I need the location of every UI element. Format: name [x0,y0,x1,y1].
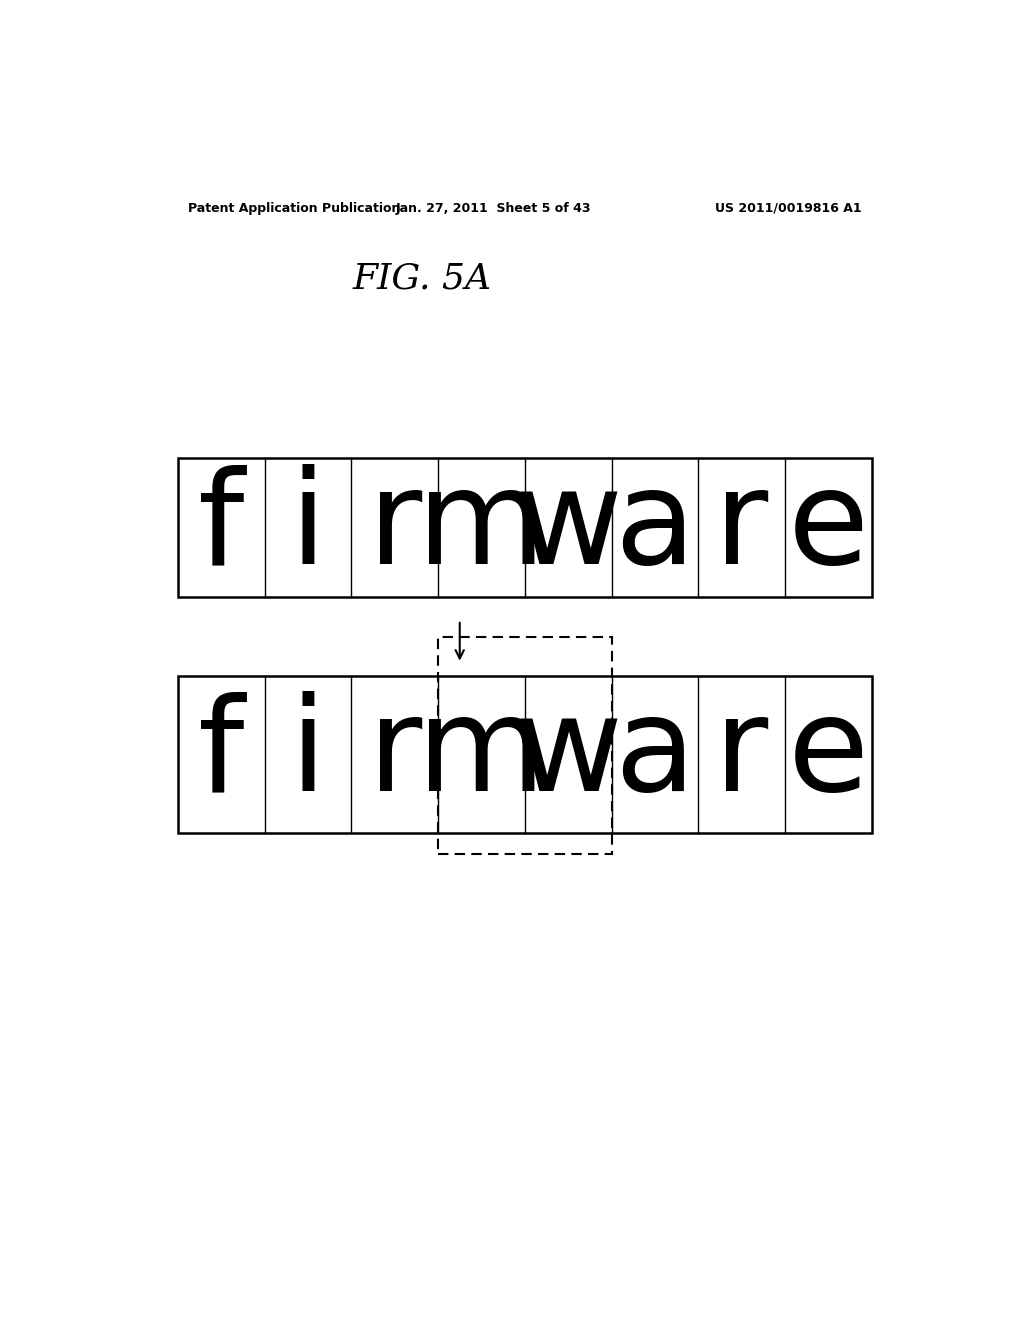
Bar [178,676,871,833]
Text: r: r [368,690,422,818]
Text: i: i [290,690,327,818]
Text: r: r [368,465,422,591]
Text: US 2011/0019816 A1: US 2011/0019816 A1 [716,202,862,215]
Text: f: f [198,690,245,818]
Text: r: r [715,465,769,591]
Text: w: w [514,465,623,591]
Bar [178,458,871,598]
Text: e: e [787,690,868,818]
Text: f: f [198,465,245,591]
Text: a: a [614,690,695,818]
Text: r: r [715,690,769,818]
Text: FIG. 5A: FIG. 5A [352,261,492,296]
Bar [438,638,611,854]
Text: a: a [614,465,695,591]
Text: Patent Application Publication: Patent Application Publication [187,202,400,215]
Text: w: w [514,690,623,818]
Text: m: m [417,465,546,591]
Text: Jan. 27, 2011  Sheet 5 of 43: Jan. 27, 2011 Sheet 5 of 43 [395,202,591,215]
Text: i: i [290,465,327,591]
Text: e: e [787,465,868,591]
Text: m: m [417,690,546,818]
